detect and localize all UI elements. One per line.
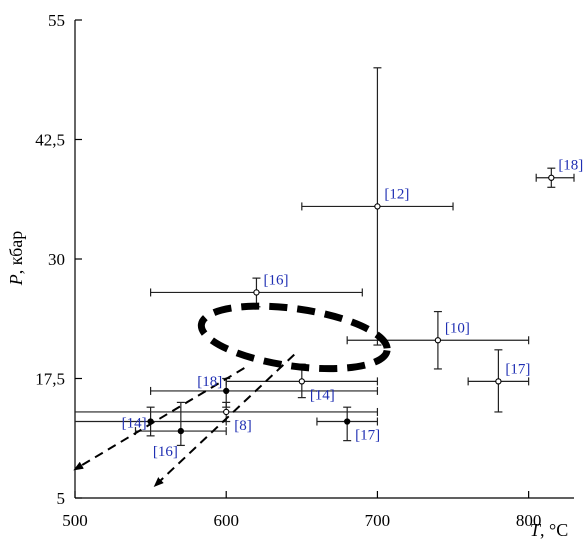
reference-label: [14] bbox=[122, 416, 147, 432]
pt-path-arrow bbox=[153, 353, 295, 487]
x-axis-unit: , °C bbox=[540, 520, 568, 540]
trend-overlay bbox=[73, 302, 391, 487]
pt-path-arrow bbox=[73, 367, 245, 471]
x-tick-label: 700 bbox=[365, 511, 391, 530]
x-tick-label: 500 bbox=[62, 511, 88, 530]
reference-label: [14] bbox=[310, 387, 335, 403]
reference-label: [17] bbox=[505, 361, 530, 377]
y-tick-label: 30 bbox=[48, 250, 65, 269]
data-point bbox=[177, 427, 184, 435]
data-point bbox=[344, 418, 351, 425]
pt-field-ellipse bbox=[197, 302, 391, 373]
reference-labels: [18] [12] [16] [10] [17] [14] [18] [8] [14] [16] [… bbox=[122, 158, 584, 460]
data-point bbox=[253, 289, 260, 296]
data-points bbox=[147, 174, 555, 435]
reference-label: [10] bbox=[445, 320, 470, 336]
y-tick-label: 17,5 bbox=[35, 370, 65, 389]
y-axis-title: P, кбар bbox=[6, 231, 26, 286]
axes: 500 600 700 800 5 17,5 30 42,5 55 bbox=[35, 11, 574, 530]
data-point bbox=[147, 418, 154, 425]
x-axis-title: T, °C bbox=[530, 520, 568, 540]
reference-label: [16] bbox=[153, 444, 178, 460]
data-point bbox=[434, 337, 442, 344]
x-tick-label: 600 bbox=[213, 511, 239, 530]
data-point bbox=[374, 203, 381, 210]
y-axis-unit: , кбар bbox=[6, 231, 26, 274]
reference-label: [18] bbox=[197, 374, 222, 390]
data-point bbox=[223, 387, 230, 395]
data-point bbox=[298, 378, 305, 385]
y-axis-symbol: P bbox=[6, 274, 26, 286]
data-point bbox=[495, 378, 502, 385]
y-tick-label: 55 bbox=[48, 11, 65, 30]
x-tick-label: 800 bbox=[516, 511, 542, 530]
reference-label: [16] bbox=[263, 272, 288, 288]
data-point bbox=[223, 408, 230, 416]
x-axis-symbol: T bbox=[530, 520, 542, 540]
reference-label: [17] bbox=[355, 428, 380, 444]
reference-label: [12] bbox=[384, 186, 409, 202]
y-tick-label: 5 bbox=[57, 489, 66, 508]
y-tick-label: 42,5 bbox=[35, 131, 65, 150]
axis-titles: T, °C P, кбар bbox=[6, 231, 568, 540]
data-point bbox=[548, 174, 555, 181]
reference-label: [18] bbox=[558, 158, 583, 174]
reference-label: [8] bbox=[234, 418, 252, 434]
